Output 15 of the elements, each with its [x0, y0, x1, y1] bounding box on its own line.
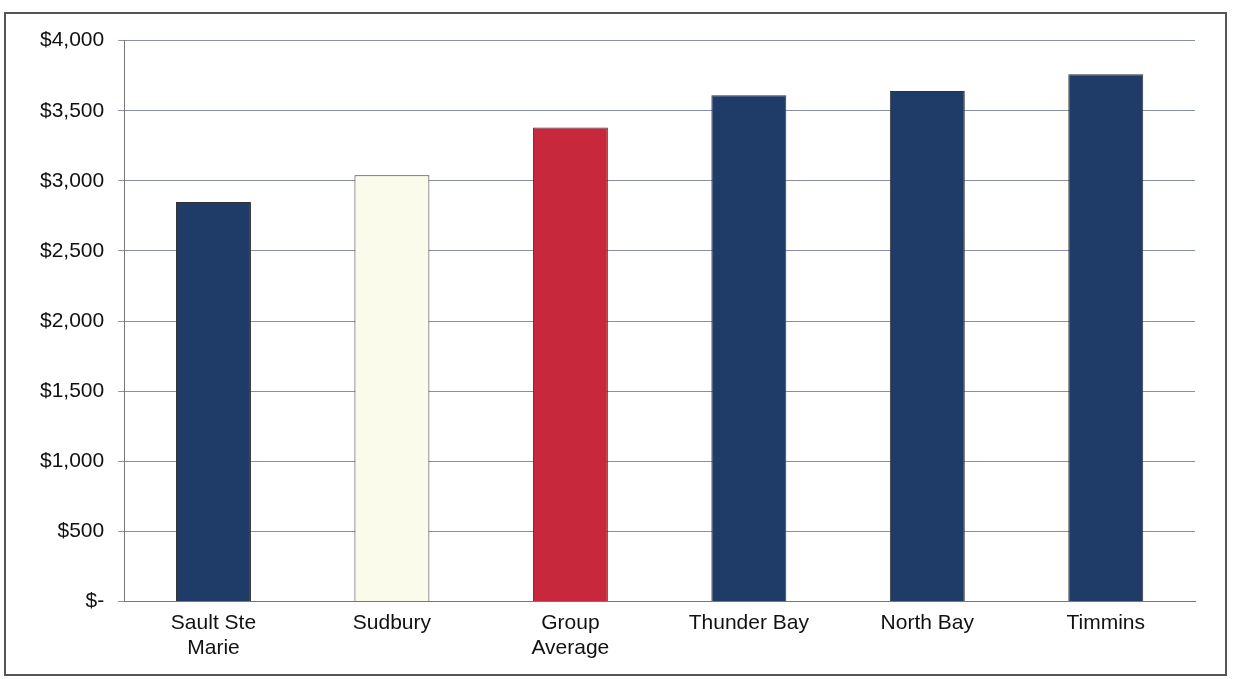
x-tick-label: Sudbury: [352, 610, 432, 633]
x-tick-label: Thunder Bay: [688, 610, 810, 633]
y-tick-label: $2,500: [40, 237, 105, 261]
y-tick-label: $1,000: [40, 448, 105, 472]
y-tick-label: $1,500: [40, 378, 105, 402]
y-tick-label: $3,500: [40, 97, 105, 121]
y-tick-label: $3,000: [40, 167, 105, 191]
y-tick-label: $-: [85, 588, 105, 612]
y-tick-label: $500: [57, 518, 105, 542]
y-tick-label: $2,000: [40, 307, 105, 331]
x-tick-label: Timmins: [1066, 610, 1146, 633]
x-tick-label: North Bay: [880, 610, 975, 633]
x-tick-label: Sault Ste Marie: [170, 610, 257, 659]
y-tick-label: $4,000: [40, 27, 105, 51]
x-tick-label: Group Average: [531, 610, 610, 659]
